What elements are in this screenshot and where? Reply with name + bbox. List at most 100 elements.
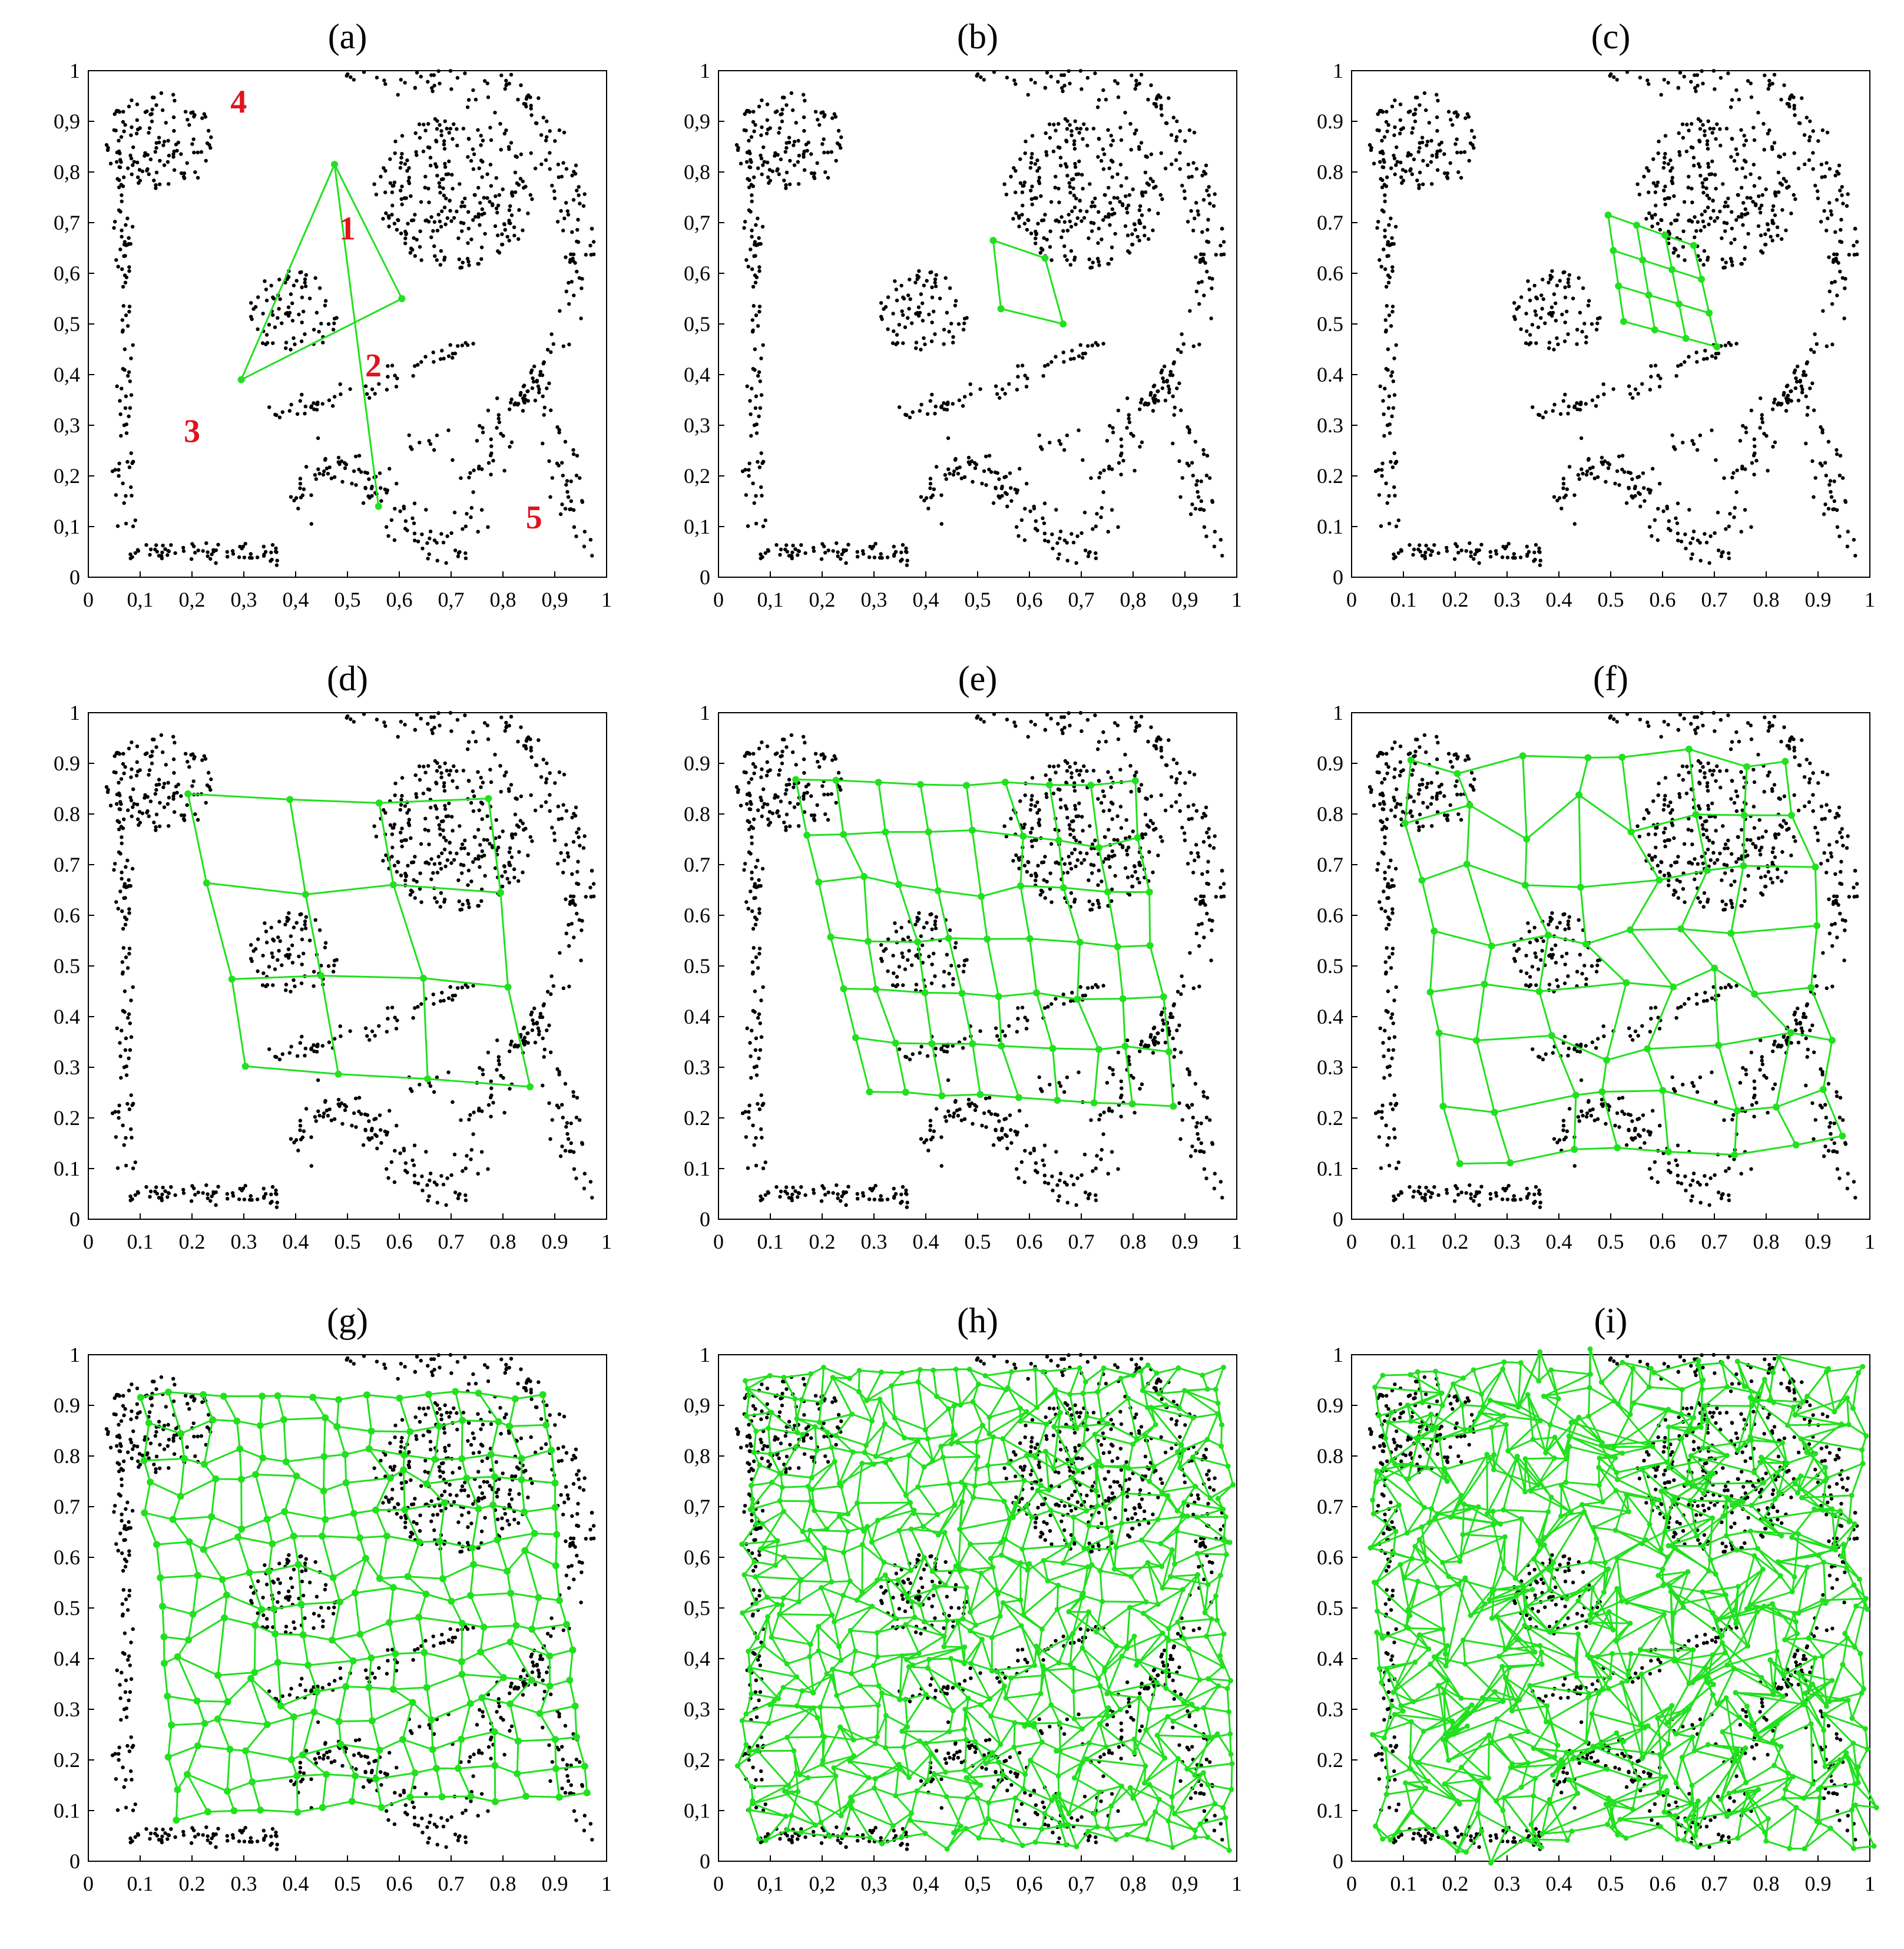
data-point — [1413, 119, 1418, 124]
data-point — [1575, 327, 1580, 332]
data-point — [131, 1166, 135, 1170]
data-point — [1736, 193, 1740, 197]
data-point — [1081, 829, 1085, 833]
data-point — [1082, 764, 1086, 769]
data-point — [1386, 273, 1390, 277]
data-point — [1770, 219, 1774, 223]
data-point — [760, 224, 765, 229]
data-point — [127, 746, 131, 751]
data-point — [536, 1026, 541, 1031]
data-point — [580, 499, 584, 503]
data-point — [293, 984, 297, 988]
data-point — [1021, 203, 1025, 208]
panel-title-e: (e) — [958, 659, 998, 698]
data-point — [1125, 233, 1130, 237]
data-point — [1087, 236, 1091, 240]
network-edge — [1648, 294, 1656, 330]
data-point — [1519, 327, 1523, 332]
data-point — [1789, 211, 1793, 216]
data-point — [752, 129, 756, 134]
data-point — [1385, 304, 1389, 308]
data-point — [403, 162, 408, 166]
data-point — [1740, 212, 1744, 216]
data-point — [751, 304, 756, 308]
data-point — [344, 1104, 349, 1108]
data-point — [1811, 129, 1815, 133]
data-point — [267, 965, 271, 969]
data-point — [1005, 75, 1009, 80]
data-point — [386, 364, 390, 368]
data-point — [1127, 416, 1131, 421]
data-point — [158, 824, 162, 829]
network-node — [1706, 309, 1713, 317]
x-tick-label: 0,6 — [1016, 588, 1043, 611]
data-point — [1369, 148, 1373, 152]
data-point — [873, 541, 878, 546]
data-point — [466, 226, 471, 231]
data-point — [296, 1149, 300, 1153]
data-point — [249, 1194, 253, 1198]
data-point — [567, 922, 571, 927]
data-point — [1398, 102, 1403, 107]
data-point — [1039, 888, 1044, 893]
data-point — [1151, 228, 1155, 233]
data-point — [1023, 793, 1027, 798]
network-edge — [1635, 225, 1644, 260]
data-points — [104, 69, 596, 567]
data-point — [442, 835, 446, 840]
data-point — [1800, 391, 1804, 395]
data-point — [119, 802, 123, 806]
data-point — [797, 182, 801, 186]
data-point — [256, 295, 260, 299]
data-point — [1118, 805, 1123, 809]
data-point — [1415, 95, 1419, 100]
data-point — [1744, 430, 1749, 435]
data-point — [1043, 538, 1047, 542]
data-point — [204, 158, 208, 163]
data-point — [567, 302, 571, 306]
data-point — [1792, 193, 1796, 197]
data-point — [471, 342, 475, 346]
data-point — [119, 1076, 123, 1080]
data-point — [493, 866, 498, 871]
data-point — [1204, 534, 1208, 538]
data-point — [1540, 307, 1544, 311]
data-point — [476, 904, 481, 908]
data-point — [1166, 384, 1171, 388]
data-point — [1733, 237, 1737, 241]
data-point — [1043, 364, 1047, 368]
data-point — [886, 295, 890, 299]
data-point — [951, 472, 956, 477]
data-point — [128, 795, 133, 800]
data-point — [1380, 208, 1385, 213]
data-point — [314, 477, 318, 481]
data-point — [556, 163, 561, 167]
data-point — [792, 805, 797, 809]
data-point — [1381, 165, 1386, 170]
data-point — [323, 299, 328, 303]
y-tick-label: 0.7 — [54, 853, 80, 876]
data-point — [485, 814, 489, 818]
data-point — [1418, 543, 1422, 547]
data-point — [908, 415, 912, 419]
data-point — [780, 749, 784, 754]
data-point — [1770, 239, 1774, 243]
data-point — [1187, 431, 1191, 435]
data-point — [147, 773, 151, 777]
data-point — [1628, 471, 1633, 475]
data-point — [1095, 105, 1100, 110]
data-point — [744, 770, 748, 775]
data-point — [372, 1117, 376, 1121]
data-point — [783, 792, 788, 796]
data-point — [1830, 302, 1835, 306]
data-point — [1065, 871, 1070, 875]
data-point — [1160, 839, 1164, 843]
data-point — [167, 824, 171, 828]
data-point — [1518, 555, 1523, 560]
data-point — [455, 127, 459, 131]
data-point — [130, 125, 134, 130]
data-point — [1067, 855, 1071, 859]
data-point — [466, 868, 471, 873]
data-point — [1417, 186, 1421, 190]
data-point — [799, 543, 803, 547]
